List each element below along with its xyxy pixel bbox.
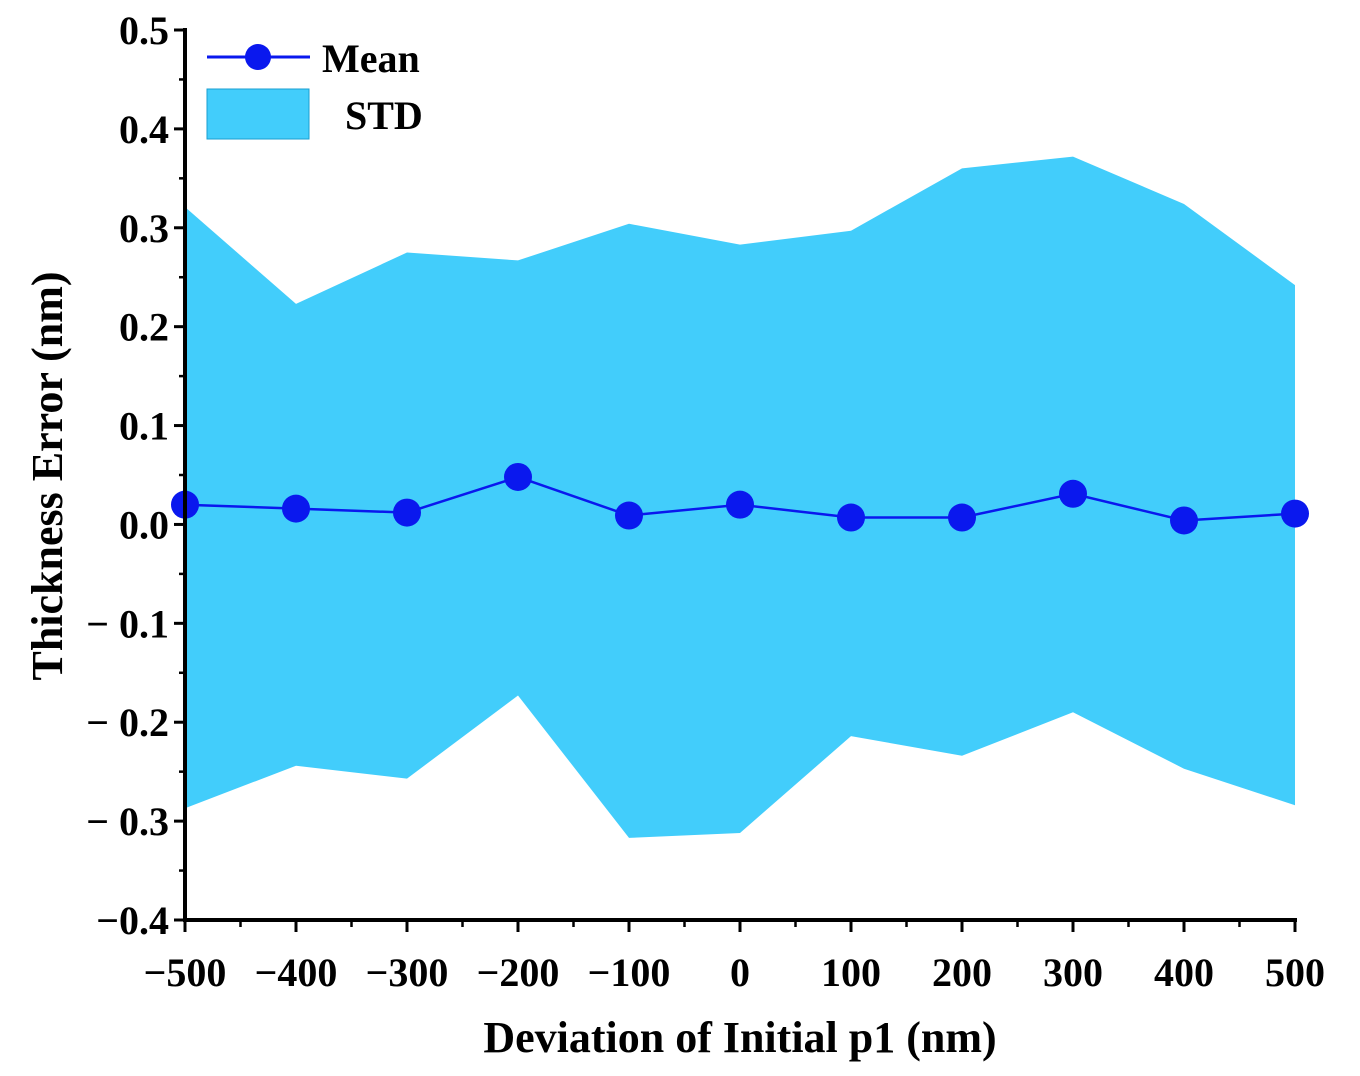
- legend-std-label: STD: [345, 93, 423, 138]
- mean-point: [1170, 506, 1198, 535]
- x-tick-label: 200: [932, 950, 992, 995]
- mean-point: [1281, 499, 1309, 528]
- legend: Mean STD: [206, 36, 423, 140]
- y-axis-title: Thickness Error (nm): [23, 271, 72, 680]
- y-tick-label: −0.4: [96, 898, 169, 943]
- axes: −0.4 − 0.3 − 0.2 − 0.1 0.0 0.1 0.2 0.3 0.4 0.5 −50…: [86, 8, 1325, 995]
- mean-point: [393, 498, 421, 527]
- mean-point: [726, 490, 754, 519]
- mean-point: [1059, 479, 1087, 508]
- x-axis-title: Deviation of Initial p1 (nm): [483, 1013, 996, 1062]
- y-tick-label: 0.5: [119, 8, 169, 53]
- x-tick-label: −300: [366, 950, 449, 995]
- x-tick-label: −200: [477, 950, 560, 995]
- x-tick-label: −100: [588, 950, 671, 995]
- x-tick-label: 0: [730, 950, 750, 995]
- y-tick-label: − 0.1: [86, 601, 169, 646]
- legend-std-swatch: [206, 88, 310, 140]
- x-tick-label: 100: [821, 950, 881, 995]
- mean-point: [948, 503, 976, 532]
- y-tick-label: 0.2: [119, 305, 169, 350]
- legend-mean-label: Mean: [322, 36, 420, 81]
- mean-point: [615, 501, 643, 530]
- mean-point: [282, 494, 310, 523]
- x-tick-label: −400: [255, 950, 338, 995]
- y-tick-label: − 0.2: [86, 700, 169, 745]
- y-tick-label: 0.0: [119, 502, 169, 547]
- x-tick-label: −500: [144, 950, 227, 995]
- legend-mean-marker: [245, 44, 271, 70]
- x-tick-label: 400: [1154, 950, 1214, 995]
- x-tick-label: 300: [1043, 950, 1103, 995]
- x-tick-label: 500: [1265, 950, 1325, 995]
- mean-point: [837, 503, 865, 532]
- mean-point: [504, 462, 532, 491]
- y-tick-label: 0.3: [119, 206, 169, 251]
- y-tick-label: − 0.3: [86, 799, 169, 844]
- mean-series-layer: [171, 462, 1309, 535]
- y-tick-label: 0.4: [119, 107, 169, 152]
- y-tick-label: 0.1: [119, 404, 169, 449]
